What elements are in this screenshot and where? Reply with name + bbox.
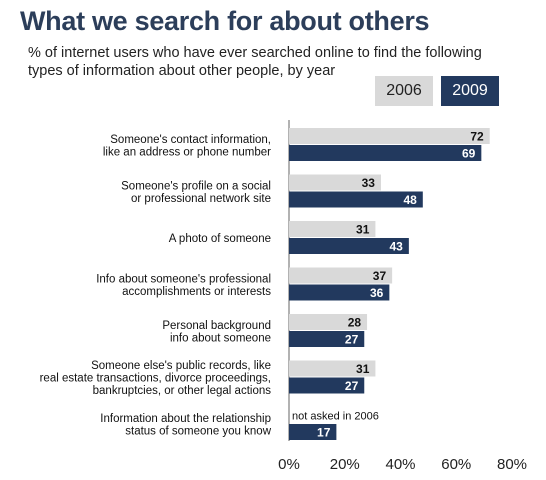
category-label-2-0: A photo of someone	[169, 233, 271, 245]
value-label-2006-3: 37	[373, 269, 387, 283]
value-label-2009-3: 36	[370, 286, 384, 300]
value-label-2009-6: 17	[317, 426, 331, 440]
category-label-0-1: like an address or phone number	[103, 146, 271, 158]
bar-2006-0	[289, 128, 490, 144]
x-tick-label-3: 60%	[441, 456, 471, 473]
value-label-2009-0: 69	[462, 147, 476, 161]
bar-2009-6	[289, 424, 337, 440]
value-label-2006-4: 28	[348, 316, 362, 330]
bar-2006-2	[289, 221, 376, 237]
value-label-2009-5: 27	[345, 379, 359, 393]
category-label-1-1: or professional network site	[131, 193, 271, 205]
x-tick-label-4: 80%	[497, 456, 527, 473]
chart-subtitle: % of internet users who have ever search…	[28, 45, 482, 79]
bar-2009-5	[289, 377, 365, 394]
category-label-5-2: bankruptcies, or other legal actions	[93, 385, 272, 397]
bar-2006-1	[289, 174, 381, 191]
category-label-4-1: info about someone	[170, 332, 271, 344]
category-label-0-0: Someone's contact information,	[110, 134, 271, 146]
x-tick-label-1: 20%	[330, 456, 360, 473]
bar-2009-1	[289, 191, 423, 208]
category-label-3-1: accomplishments or interests	[122, 286, 271, 298]
category-label-5-0: Someone else's public records, like	[91, 360, 271, 372]
value-label-2006-0: 72	[470, 130, 484, 144]
value-label-2006-5: 31	[356, 362, 370, 376]
legend-item-2009: 2009	[441, 76, 499, 106]
value-label-2009-1: 48	[403, 193, 417, 207]
bar-2006-3	[289, 267, 393, 284]
value-label-2006-2: 31	[356, 223, 370, 237]
bar-2006-5	[289, 360, 376, 377]
x-tick-label-0: 0%	[278, 456, 300, 473]
annotation-0: not asked in 2006	[292, 411, 379, 423]
value-label-2009-4: 27	[345, 333, 359, 347]
bar-2009-4	[289, 331, 365, 347]
bar-2006-4	[289, 314, 368, 330]
legend-item-2006: 2006	[375, 76, 433, 106]
bar-2009-3	[289, 284, 390, 301]
chart-title: What we search for about others	[20, 6, 430, 36]
value-label-2009-2: 43	[390, 240, 404, 254]
bar-2009-2	[289, 238, 409, 254]
bar-2009-0	[289, 145, 482, 161]
category-label-1-0: Someone's profile on a social	[121, 180, 271, 192]
category-label-3-0: Info about someone's professional	[96, 273, 271, 285]
x-tick-label-2: 40%	[385, 456, 415, 473]
category-label-6-1: status of someone you know	[125, 425, 271, 437]
category-label-5-1: real estate transactions, divorce procee…	[40, 373, 271, 385]
category-label-4-0: Personal background	[162, 320, 271, 332]
value-label-2006-1: 33	[362, 176, 376, 190]
category-label-6-0: Information about the relationship	[100, 413, 271, 425]
